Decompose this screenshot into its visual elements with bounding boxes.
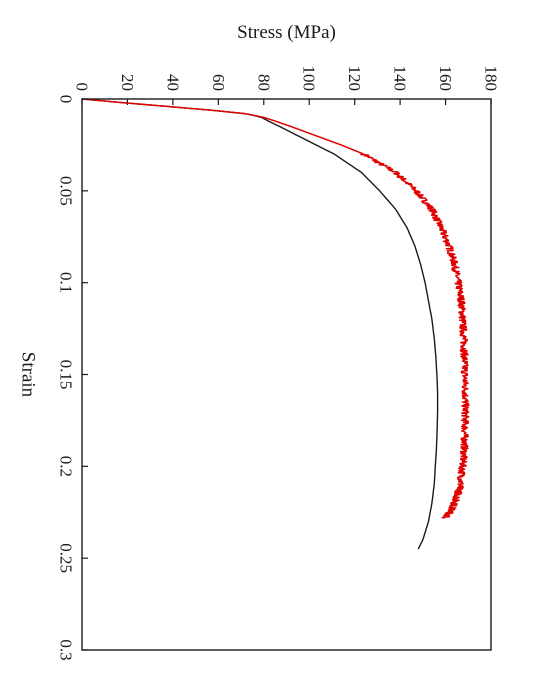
series-line-2: [81, 98, 470, 519]
y-tick-label: 20: [118, 74, 137, 91]
y-axis-title: Stress (MPa): [237, 22, 336, 43]
y-tick-label: 80: [254, 74, 273, 91]
x-tick-label: 0.05: [57, 176, 76, 206]
x-tick-label: 0.1: [57, 272, 76, 293]
series-line-1: [81, 98, 439, 550]
plot-frame: [81, 98, 492, 651]
y-tick-label: 120: [345, 66, 364, 92]
x-tick-label: 0.2: [57, 456, 76, 477]
series-layer: [81, 98, 470, 550]
y-tick-label: 180: [482, 66, 501, 92]
tick-marks: [81, 98, 492, 651]
y-tick-label: 100: [300, 66, 319, 92]
y-tick-label: 140: [391, 66, 410, 92]
tick-labels: 0 20 40 60 80 100 120 140 160 180 0 0.05 0.1 0.15 0.2 0…: [57, 66, 501, 661]
y-tick-label: 40: [163, 74, 182, 91]
y-tick-label: 160: [436, 66, 455, 92]
x-axis-title: Strain: [18, 352, 39, 398]
x-tick-label: 0.25: [57, 543, 76, 573]
y-tick-label: 0: [73, 83, 92, 92]
x-tick-label: 0.3: [57, 639, 76, 660]
y-tick-label: 60: [209, 74, 228, 91]
x-tick-label: 0.15: [57, 360, 76, 390]
x-tick-label: 0: [57, 95, 76, 104]
